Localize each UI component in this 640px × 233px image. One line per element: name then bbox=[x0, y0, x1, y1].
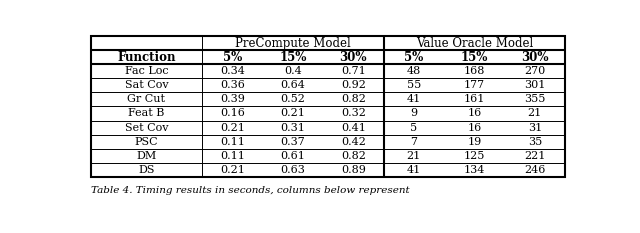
Text: 16: 16 bbox=[467, 123, 481, 133]
Text: 21: 21 bbox=[406, 151, 421, 161]
Text: 41: 41 bbox=[406, 165, 421, 175]
Text: 0.34: 0.34 bbox=[220, 66, 244, 76]
Text: 0.21: 0.21 bbox=[220, 165, 244, 175]
Text: DM: DM bbox=[136, 151, 157, 161]
Text: 21: 21 bbox=[528, 109, 542, 119]
Text: Gr Cut: Gr Cut bbox=[127, 94, 166, 104]
Text: 16: 16 bbox=[467, 109, 481, 119]
Text: Table 4. Timing results in seconds, columns below represent: Table 4. Timing results in seconds, colu… bbox=[91, 186, 410, 195]
Text: 125: 125 bbox=[463, 151, 485, 161]
Text: 0.31: 0.31 bbox=[280, 123, 305, 133]
Text: 0.4: 0.4 bbox=[284, 66, 301, 76]
Text: 41: 41 bbox=[406, 94, 421, 104]
Text: 5%: 5% bbox=[404, 51, 424, 64]
Text: 0.92: 0.92 bbox=[341, 80, 366, 90]
Text: 0.36: 0.36 bbox=[220, 80, 244, 90]
Text: 301: 301 bbox=[524, 80, 545, 90]
Text: 7: 7 bbox=[410, 137, 417, 147]
Text: PSC: PSC bbox=[134, 137, 158, 147]
Text: PreCompute Model: PreCompute Model bbox=[235, 37, 351, 50]
Text: Set Cov: Set Cov bbox=[125, 123, 168, 133]
Text: 0.82: 0.82 bbox=[341, 94, 366, 104]
Text: Fac Loc: Fac Loc bbox=[125, 66, 168, 76]
Bar bbox=[91, 36, 565, 177]
Text: 355: 355 bbox=[524, 94, 545, 104]
Text: 0.41: 0.41 bbox=[341, 123, 366, 133]
Text: 31: 31 bbox=[528, 123, 542, 133]
Text: 30%: 30% bbox=[521, 51, 548, 64]
Text: 0.39: 0.39 bbox=[220, 94, 244, 104]
Text: 0.16: 0.16 bbox=[220, 109, 244, 119]
Text: DS: DS bbox=[138, 165, 155, 175]
Text: 246: 246 bbox=[524, 165, 545, 175]
Text: 0.21: 0.21 bbox=[220, 123, 244, 133]
Text: 35: 35 bbox=[528, 137, 542, 147]
Text: 0.71: 0.71 bbox=[341, 66, 365, 76]
Text: 134: 134 bbox=[463, 165, 485, 175]
Text: 0.89: 0.89 bbox=[341, 165, 366, 175]
Text: 0.64: 0.64 bbox=[280, 80, 305, 90]
Text: 15%: 15% bbox=[461, 51, 488, 64]
Text: Feat B: Feat B bbox=[128, 109, 164, 119]
Text: 48: 48 bbox=[406, 66, 421, 76]
Text: 15%: 15% bbox=[279, 51, 307, 64]
Text: 5%: 5% bbox=[223, 51, 242, 64]
Text: 0.32: 0.32 bbox=[341, 109, 366, 119]
Text: 9: 9 bbox=[410, 109, 417, 119]
Text: 0.42: 0.42 bbox=[341, 137, 366, 147]
Text: 55: 55 bbox=[406, 80, 421, 90]
Text: 0.52: 0.52 bbox=[280, 94, 305, 104]
Text: 221: 221 bbox=[524, 151, 545, 161]
Text: 0.37: 0.37 bbox=[280, 137, 305, 147]
Text: 30%: 30% bbox=[340, 51, 367, 64]
Text: 177: 177 bbox=[464, 80, 485, 90]
Text: 0.21: 0.21 bbox=[280, 109, 305, 119]
Text: 0.63: 0.63 bbox=[280, 165, 305, 175]
Text: Sat Cov: Sat Cov bbox=[125, 80, 168, 90]
Text: Function: Function bbox=[117, 51, 176, 64]
Text: 19: 19 bbox=[467, 137, 481, 147]
Text: 161: 161 bbox=[463, 94, 485, 104]
Text: 0.11: 0.11 bbox=[220, 151, 244, 161]
Text: 168: 168 bbox=[463, 66, 485, 76]
Text: 0.61: 0.61 bbox=[280, 151, 305, 161]
Text: 270: 270 bbox=[524, 66, 545, 76]
Text: Value Oracle Model: Value Oracle Model bbox=[416, 37, 533, 50]
Text: 5: 5 bbox=[410, 123, 417, 133]
Text: 0.11: 0.11 bbox=[220, 137, 244, 147]
Text: 0.82: 0.82 bbox=[341, 151, 366, 161]
